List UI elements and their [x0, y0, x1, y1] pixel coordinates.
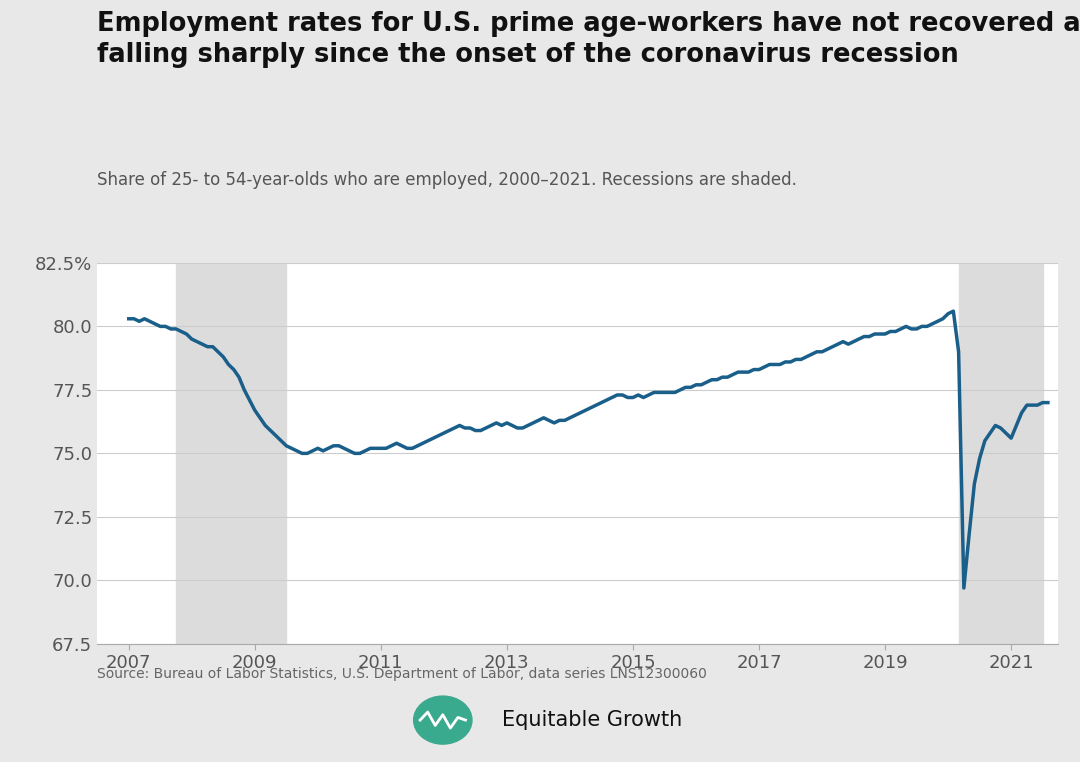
Bar: [176, 263, 286, 644]
Text: Source: Bureau of Labor Statistics, U.S. Department of Labor, data series LNS123: Source: Bureau of Labor Statistics, U.S.…: [97, 667, 707, 680]
Text: Equitable Growth: Equitable Growth: [502, 710, 683, 730]
Circle shape: [414, 696, 472, 744]
Text: Employment rates for U.S. prime age-workers have not recovered after
falling sha: Employment rates for U.S. prime age-work…: [97, 11, 1080, 69]
Bar: [959, 263, 1042, 644]
Text: Share of 25- to 54-year-olds who are employed, 2000–2021. Recessions are shaded.: Share of 25- to 54-year-olds who are emp…: [97, 171, 797, 190]
